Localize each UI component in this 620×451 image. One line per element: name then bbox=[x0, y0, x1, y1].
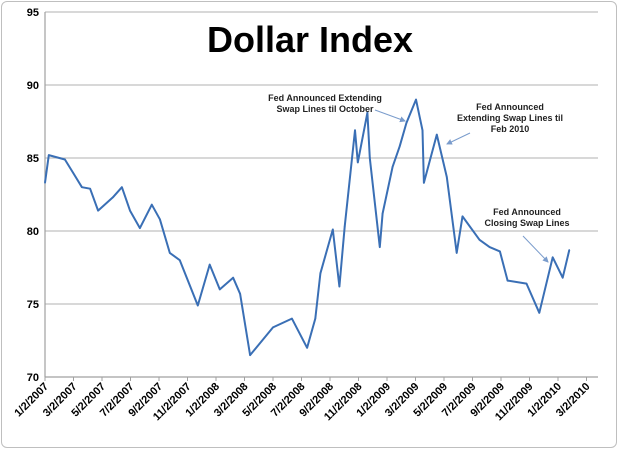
data-point bbox=[197, 304, 199, 307]
annotation-line: Fed Announced bbox=[476, 102, 544, 112]
y-tick-label: 80 bbox=[27, 226, 39, 238]
annotation-line: Extending Swap Lines til bbox=[457, 113, 563, 123]
annotation-arrow bbox=[522, 235, 549, 263]
y-tick-label: 90 bbox=[27, 80, 39, 92]
data-point bbox=[89, 187, 91, 190]
data-point bbox=[435, 133, 438, 136]
data-point bbox=[368, 157, 371, 159]
annotation-line: Fed Announced bbox=[493, 207, 561, 217]
data-point bbox=[232, 276, 234, 279]
dollar-index-line bbox=[44, 98, 571, 357]
data-point bbox=[179, 259, 181, 262]
data-point bbox=[354, 129, 356, 132]
data-point bbox=[159, 218, 161, 221]
data-point bbox=[208, 263, 211, 266]
data-point bbox=[319, 272, 322, 275]
data-point bbox=[461, 215, 464, 218]
data-point bbox=[357, 161, 359, 164]
data-point bbox=[423, 182, 425, 184]
data-point bbox=[139, 227, 141, 229]
data-point bbox=[111, 196, 114, 199]
data-point bbox=[249, 354, 251, 356]
data-point bbox=[332, 228, 334, 231]
data-point bbox=[338, 285, 341, 288]
annotation-text: Fed Announced Extending Swap Lines til Feb… bbox=[457, 102, 563, 134]
data-point bbox=[239, 292, 241, 295]
y-tick-label: 75 bbox=[27, 299, 39, 311]
data-point bbox=[561, 276, 564, 279]
data-point bbox=[506, 279, 509, 282]
data-point bbox=[150, 203, 153, 206]
data-point bbox=[291, 317, 293, 320]
data-point bbox=[415, 98, 417, 101]
data-point bbox=[405, 122, 408, 124]
data-point bbox=[421, 129, 424, 132]
data-point bbox=[398, 145, 401, 148]
data-point bbox=[81, 186, 83, 188]
annotation-arrow bbox=[374, 109, 406, 123]
annotation-line: Feb 2010 bbox=[491, 124, 530, 134]
data-point bbox=[568, 249, 571, 251]
data-point bbox=[168, 252, 171, 254]
data-point bbox=[455, 252, 458, 254]
data-point bbox=[391, 165, 394, 168]
data-point bbox=[381, 212, 384, 215]
data-point bbox=[525, 282, 528, 285]
data-point bbox=[47, 154, 50, 156]
data-point bbox=[478, 238, 481, 241]
data-point bbox=[306, 347, 308, 349]
data-point bbox=[129, 209, 131, 212]
annotation-arrow bbox=[446, 132, 471, 145]
annotation-line: Closing Swap Lines bbox=[484, 218, 569, 228]
annotation-text: Fed Announced Extending Swap Lines til Oc… bbox=[268, 93, 382, 114]
data-point bbox=[121, 186, 123, 188]
data-point bbox=[551, 256, 554, 259]
data-point bbox=[272, 326, 274, 329]
annotation-line: Swap Lines til October bbox=[276, 104, 374, 114]
data-point bbox=[499, 250, 501, 253]
y-tick-label: 70 bbox=[27, 372, 39, 384]
data-point bbox=[446, 176, 448, 178]
data-point bbox=[44, 182, 46, 184]
data-point bbox=[72, 171, 74, 174]
annotation-text: Fed Announced Closing Swap Lines bbox=[484, 207, 569, 228]
y-tick-label: 95 bbox=[27, 7, 39, 19]
data-point bbox=[314, 317, 317, 320]
data-point bbox=[64, 158, 66, 161]
data-point bbox=[343, 225, 346, 228]
annotation-line: Fed Announced Extending bbox=[268, 93, 382, 103]
data-point bbox=[488, 246, 491, 248]
chart-title: Dollar Index bbox=[207, 19, 413, 60]
y-tick-label: 85 bbox=[27, 153, 39, 165]
data-point bbox=[218, 288, 221, 291]
data-point bbox=[378, 246, 381, 248]
data-point bbox=[97, 209, 99, 212]
data-point bbox=[366, 111, 369, 114]
data-point bbox=[538, 311, 541, 314]
